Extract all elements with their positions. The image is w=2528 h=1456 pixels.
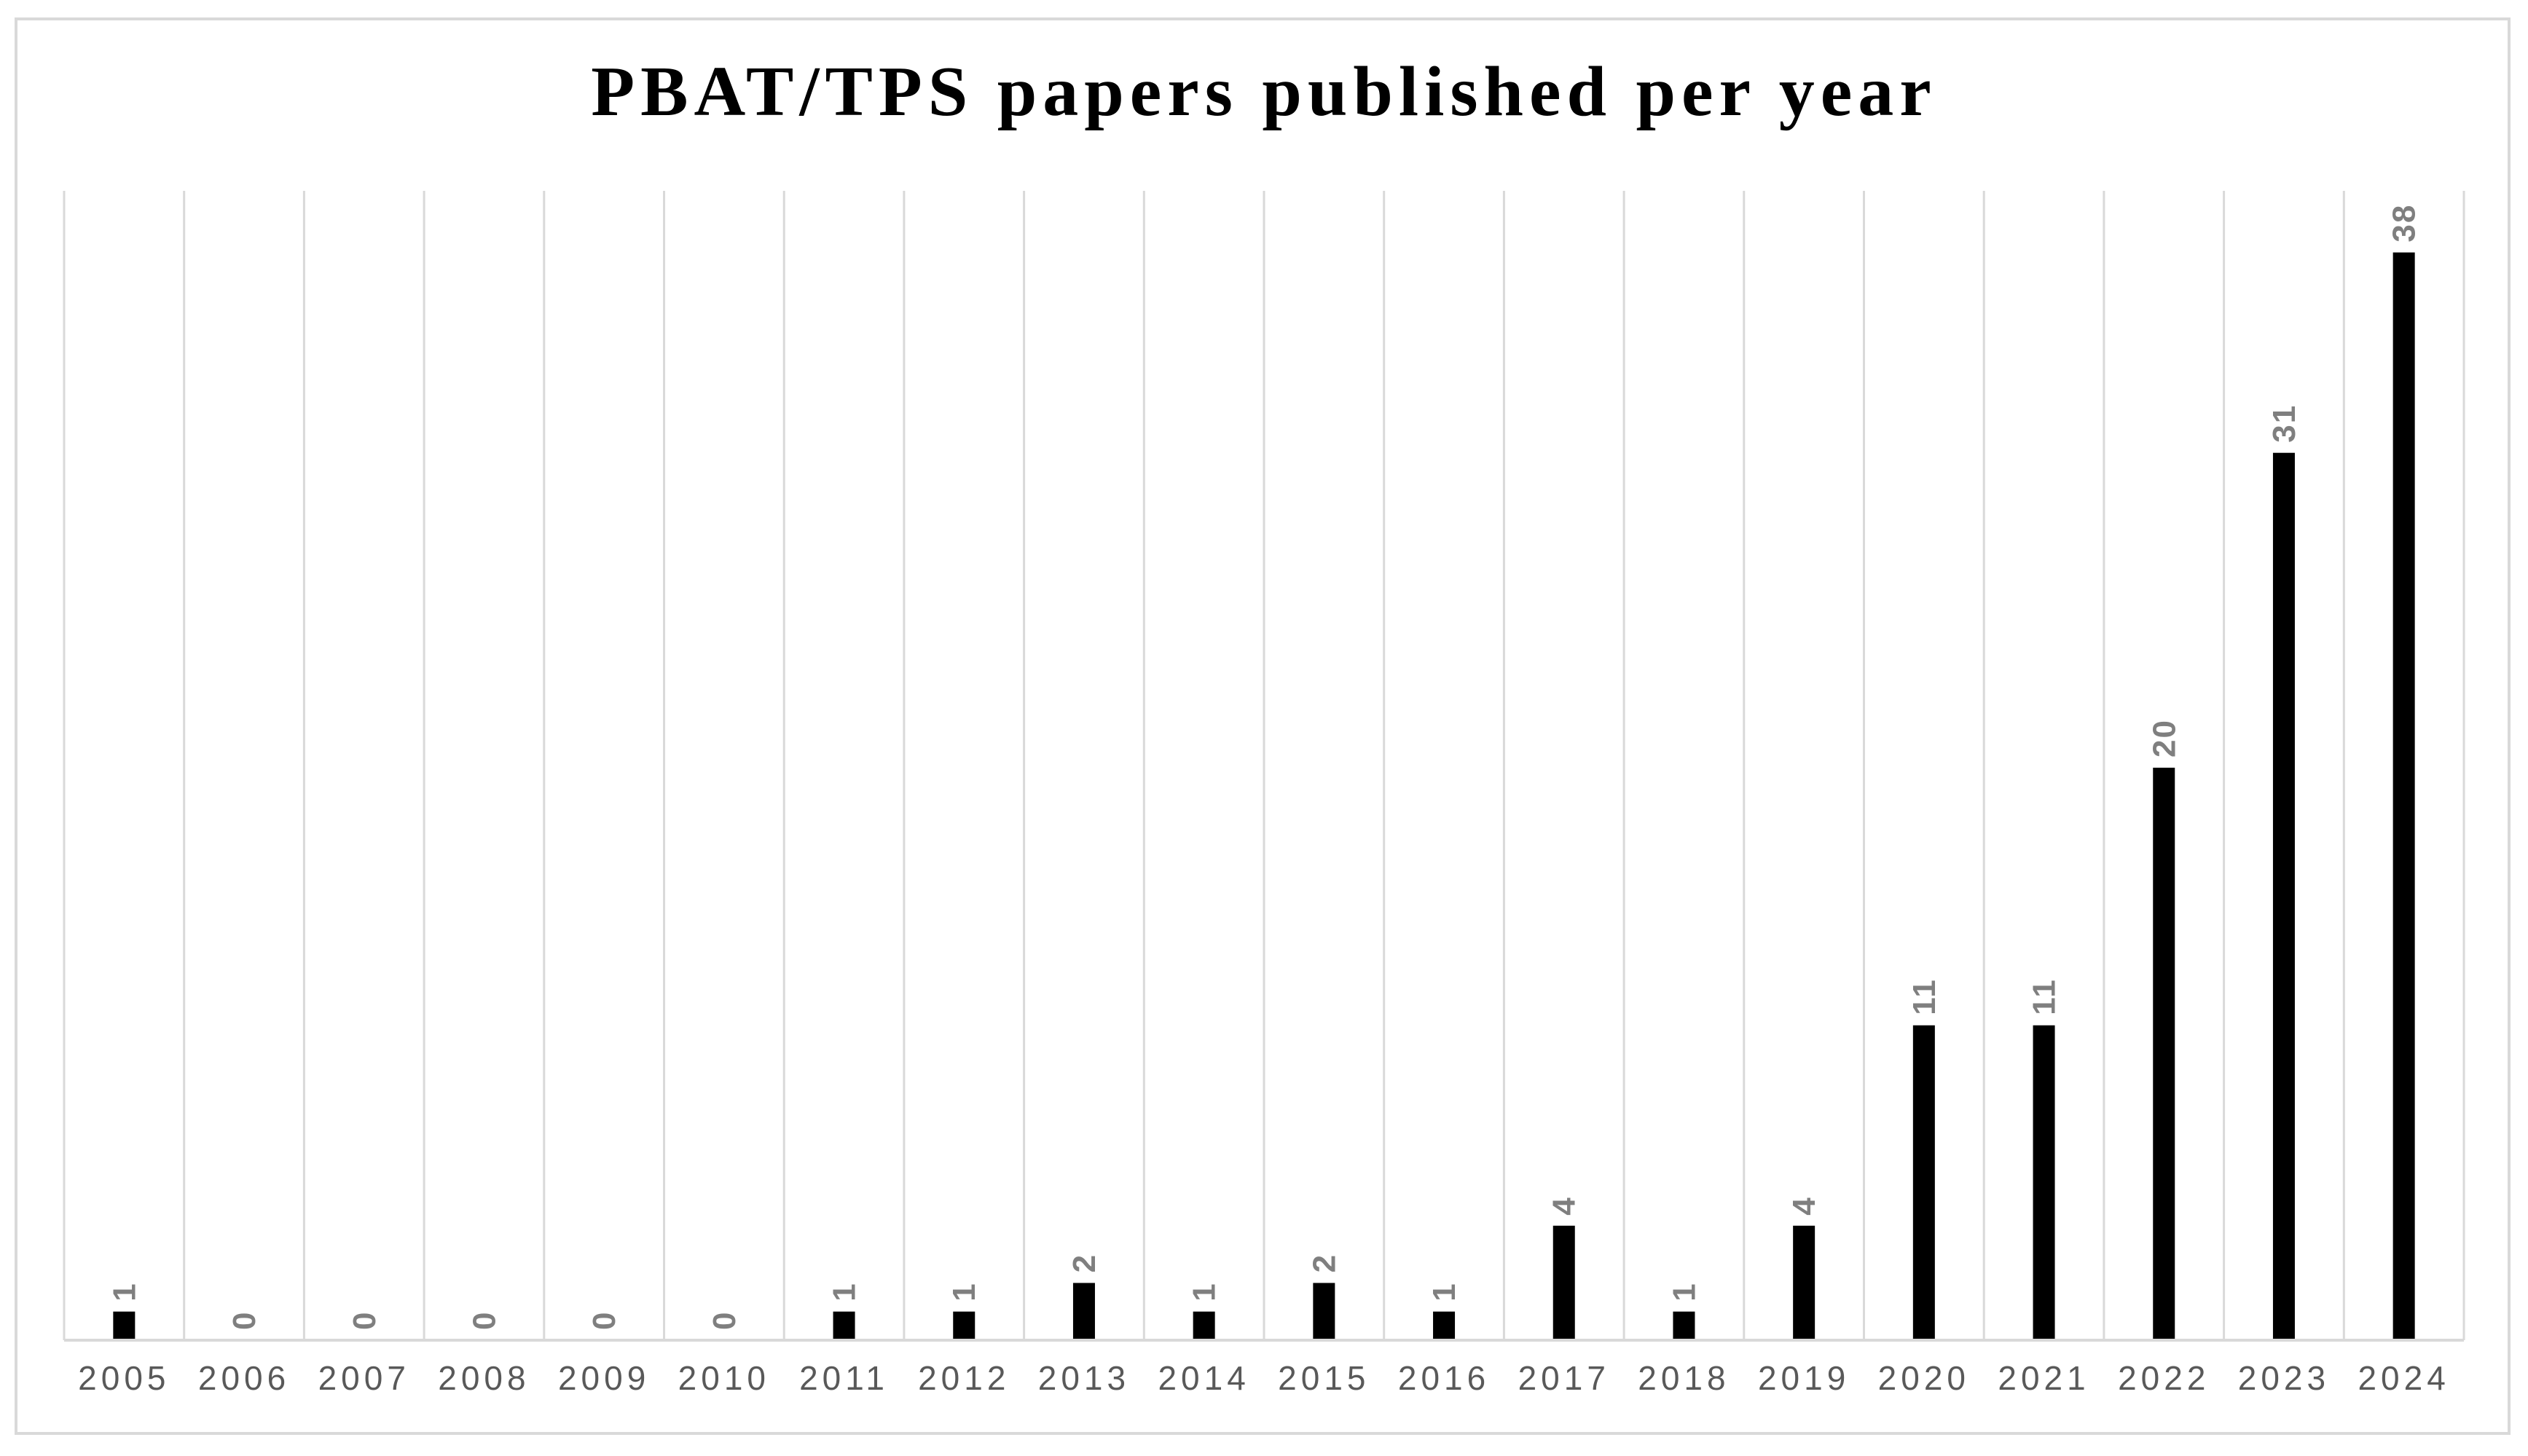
tick-label-2007: 2007 [318,1359,410,1397]
data-label-2006: 0 [227,1311,262,1330]
data-label-2012: 1 [946,1282,982,1301]
gridlines [63,191,2465,1340]
data-label-2009: 0 [586,1311,622,1330]
bar-2014 [1193,1311,1215,1340]
tick-label-2023: 2023 [2238,1359,2330,1397]
tick-label-2017: 2017 [1518,1359,1610,1397]
data-label-2014: 1 [1187,1282,1222,1301]
tick-label-2022: 2022 [2118,1359,2210,1397]
tick-label-2019: 2019 [1758,1359,1850,1397]
data-label-2020: 11 [1907,978,1942,1015]
bar-2018 [1673,1311,1695,1340]
tick-label-2006: 2006 [198,1359,290,1397]
bar-2020 [1912,1025,1935,1340]
chart-title: PBAT/TPS papers published per year [591,52,1937,131]
bar-2016 [1433,1311,1456,1340]
data-label-2022: 20 [2146,719,2182,757]
tick-label-2009: 2009 [558,1359,650,1397]
tick-label-2005: 2005 [78,1359,170,1397]
data-label-2018: 1 [1666,1282,1702,1301]
data-label-2019: 4 [1786,1196,1822,1215]
tick-label-2024: 2024 [2358,1359,2449,1397]
tick-label-2011: 2011 [799,1359,889,1397]
bar-2023 [2272,452,2295,1341]
data-label-2007: 0 [347,1311,382,1330]
tick-label-2020: 2020 [1878,1359,1970,1397]
bar-2015 [1313,1283,1335,1340]
tick-label-2018: 2018 [1638,1359,1730,1397]
data-label-2010: 0 [707,1311,742,1330]
data-label-2013: 2 [1067,1254,1102,1272]
data-label-2021: 11 [2027,978,2062,1015]
bar-2021 [2033,1025,2055,1340]
data-label-2024: 38 [2387,204,2422,243]
data-label-2011: 1 [827,1282,863,1301]
x-axis-tick-labels: 2005 2006 2007 2008 2009 2010 2011 2012 2013 2014… [78,1359,2449,1397]
data-label-2017: 4 [1547,1196,1582,1215]
data-label-2016: 1 [1426,1282,1462,1301]
tick-label-2012: 2012 [918,1359,1010,1397]
tick-label-2021: 2021 [1998,1359,2089,1397]
bar-2013 [1072,1283,1095,1340]
tick-label-2016: 2016 [1398,1359,1490,1397]
bar-2024 [2392,252,2415,1341]
tick-label-2015: 2015 [1278,1359,1370,1397]
data-label-2023: 31 [2266,404,2302,443]
bar-2005 [113,1311,136,1340]
tick-label-2008: 2008 [438,1359,530,1397]
data-label-2008: 0 [466,1311,502,1330]
bar-2019 [1793,1225,1815,1340]
bars [113,252,2415,1341]
chart-frame [15,17,2511,1435]
data-label-2005: 1 [106,1282,142,1301]
bar-2012 [953,1311,976,1340]
tick-label-2013: 2013 [1038,1359,1130,1397]
data-label-2015: 2 [1306,1254,1342,1272]
bar-2022 [2153,768,2175,1340]
tick-label-2014: 2014 [1158,1359,1249,1397]
bar-2017 [1552,1225,1575,1340]
bar-2011 [833,1311,855,1340]
tick-label-2010: 2010 [678,1359,770,1397]
